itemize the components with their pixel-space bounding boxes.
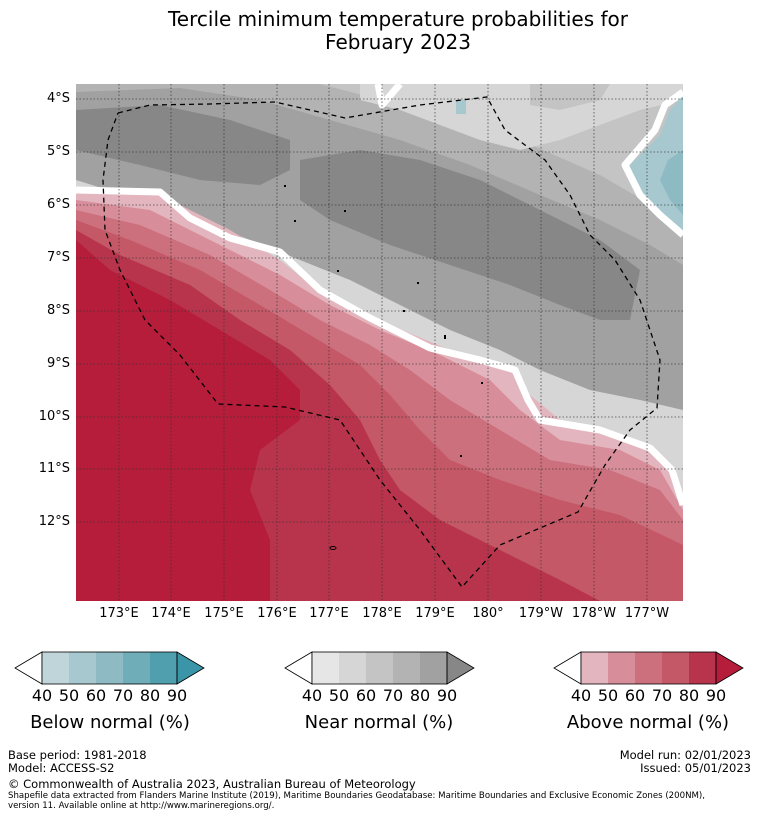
above-normal-colorbar — [553, 651, 744, 685]
colorbar-segment — [689, 652, 716, 684]
cb-tick: 70 — [382, 686, 404, 705]
colorbar-segment — [420, 652, 447, 684]
cb-tick: 70 — [112, 686, 134, 705]
cb-tick: 60 — [85, 686, 107, 705]
cb-tick: 70 — [651, 686, 673, 705]
colorbar-segment — [393, 652, 420, 684]
colorbar-segment — [635, 652, 662, 684]
cb-tick: 90 — [166, 686, 188, 705]
lon-label: 173°E — [99, 606, 139, 621]
colorbar-segment — [581, 652, 608, 684]
lon-label: 176°E — [257, 606, 297, 621]
model-run-text: Model run: 02/01/2023 — [619, 748, 751, 762]
below-normal-colorbar — [14, 651, 205, 685]
cb-tick: 90 — [705, 686, 727, 705]
cb-tick: 50 — [328, 686, 350, 705]
cb-tick: 40 — [570, 686, 592, 705]
map-title: Tercile minimum temperature probabilitie… — [0, 8, 758, 54]
lat-label: 9°S — [46, 356, 70, 371]
cb-tick: 60 — [624, 686, 646, 705]
cb-tick: 90 — [436, 686, 458, 705]
above-normal-colorbar-label: Above normal (%) — [566, 712, 730, 733]
tercile-boundary-line-east — [621, 89, 683, 238]
lat-label: 12°S — [38, 514, 70, 529]
lon-label: 177°E — [309, 606, 349, 621]
colorbar-segment — [339, 652, 366, 684]
lon-label: 177°W — [624, 606, 670, 621]
cb-tick: 40 — [301, 686, 323, 705]
colorbar-under-triangle — [284, 651, 313, 685]
map-title-line2: February 2023 — [325, 30, 471, 54]
below-normal-50-core — [660, 150, 683, 215]
colorbar-segment — [608, 652, 635, 684]
below-normal-colorbar-label: Below normal (%) — [30, 712, 190, 733]
lon-label: 179°E — [415, 606, 455, 621]
lat-label: 6°S — [46, 197, 70, 212]
cb-tick: 80 — [139, 686, 161, 705]
map-title-line1: Tercile minimum temperature probabilitie… — [167, 7, 629, 31]
issued-text: Issued: 05/01/2023 — [640, 761, 751, 775]
colorbar-frame — [580, 651, 717, 685]
lon-label: 174°E — [151, 606, 191, 621]
lon-label: 179°W — [518, 606, 564, 621]
lat-label: 5°S — [46, 144, 70, 159]
cb-tick: 50 — [58, 686, 80, 705]
eez-boundary-line — [102, 96, 661, 589]
shapefile-attribution-line1: Shapefile data extracted from Flanders M… — [8, 791, 705, 801]
colorbar-segment — [96, 652, 123, 684]
shapefile-attribution-line2: version 11. Available online at http://w… — [8, 801, 275, 811]
near-normal-60-north — [530, 84, 610, 110]
cb-tick: 80 — [678, 686, 700, 705]
cb-tick: 60 — [355, 686, 377, 705]
near-normal-colorbar-label: Near normal (%) — [304, 712, 454, 733]
colorbar-segment — [312, 652, 339, 684]
colorbar-under-triangle — [553, 651, 582, 685]
island-markers — [284, 185, 483, 550]
near-normal-colorbar — [284, 651, 475, 685]
lon-label: 175°E — [204, 606, 244, 621]
colorbar-over-triangle — [446, 651, 475, 685]
copyright-text: © Commonwealth of Australia 2023, Austra… — [8, 777, 416, 791]
lat-label: 7°S — [46, 250, 70, 265]
lon-label: 178°W — [571, 606, 617, 621]
cb-tick: 50 — [597, 686, 619, 705]
colorbar-segment — [123, 652, 150, 684]
colorbar-frame — [41, 651, 178, 685]
colorbar-segment — [69, 652, 96, 684]
colorbar-frame — [311, 651, 448, 685]
lat-label: 4°S — [46, 91, 70, 106]
colorbar-segment — [662, 652, 689, 684]
near-normal-90-band-central — [300, 150, 640, 320]
near-normal-90-band-west — [76, 105, 290, 185]
cb-tick: 80 — [409, 686, 431, 705]
cb-tick: 40 — [31, 686, 53, 705]
above-normal-90-region — [76, 240, 300, 601]
lat-label: 10°S — [38, 409, 70, 424]
below-normal-spot — [456, 100, 466, 114]
colorbar-segment — [366, 652, 393, 684]
near-normal-40-north — [360, 84, 683, 150]
colorbar-segment — [150, 652, 177, 684]
base-period-text: Base period: 1981-2018 — [8, 748, 147, 762]
colorbar-over-triangle — [176, 651, 205, 685]
colorbar-under-triangle — [14, 651, 43, 685]
model-text: Model: ACCESS-S2 — [8, 761, 115, 775]
lon-label: 178°E — [362, 606, 402, 621]
lat-label: 11°S — [38, 461, 70, 476]
lon-label: 180° — [472, 606, 504, 621]
colorbar-segment — [42, 652, 69, 684]
lat-label: 8°S — [46, 303, 70, 318]
tercile-boundary-line — [76, 186, 683, 507]
colorbar-over-triangle — [715, 651, 744, 685]
